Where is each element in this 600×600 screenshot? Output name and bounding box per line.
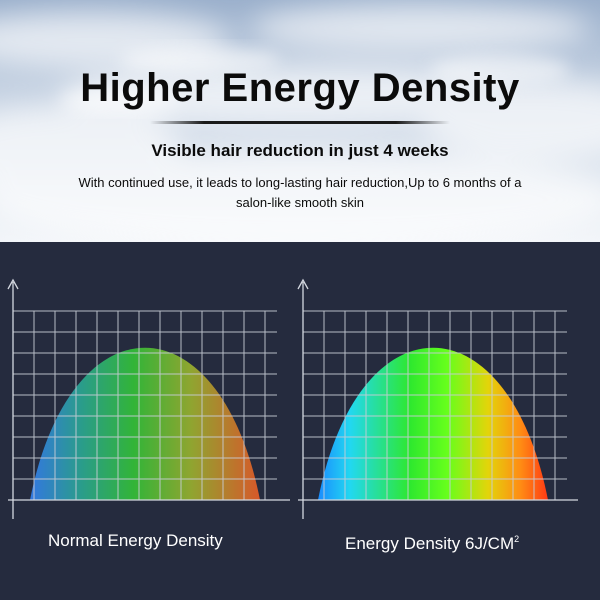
high-energy-caption-text: Energy Density 6J/CM — [345, 534, 515, 553]
high-energy-axes — [297, 278, 578, 519]
normal-energy-caption: Normal Energy Density — [48, 531, 223, 550]
normal-energy-graph — [7, 278, 290, 519]
comparison-panel — [0, 242, 600, 600]
title-divider — [150, 121, 450, 124]
subtitle: Visible hair reduction in just 4 weeks — [151, 141, 449, 160]
high-energy-graph — [297, 278, 578, 519]
normal-energy-axes — [7, 278, 290, 519]
high-energy-caption: Energy Density 6J/CM2 — [345, 534, 519, 554]
description-line-1: With continued use, it leads to long-las… — [78, 175, 522, 190]
sky-background — [0, 0, 600, 242]
squared-superscript: 2 — [514, 534, 520, 544]
page-title: Higher Energy Density — [80, 66, 520, 110]
comparison-illustrations — [7, 278, 578, 519]
high-energy-curve — [318, 347, 548, 500]
normal-energy-curve — [30, 347, 260, 500]
description-line-2: salon-like smooth skin — [236, 195, 364, 210]
